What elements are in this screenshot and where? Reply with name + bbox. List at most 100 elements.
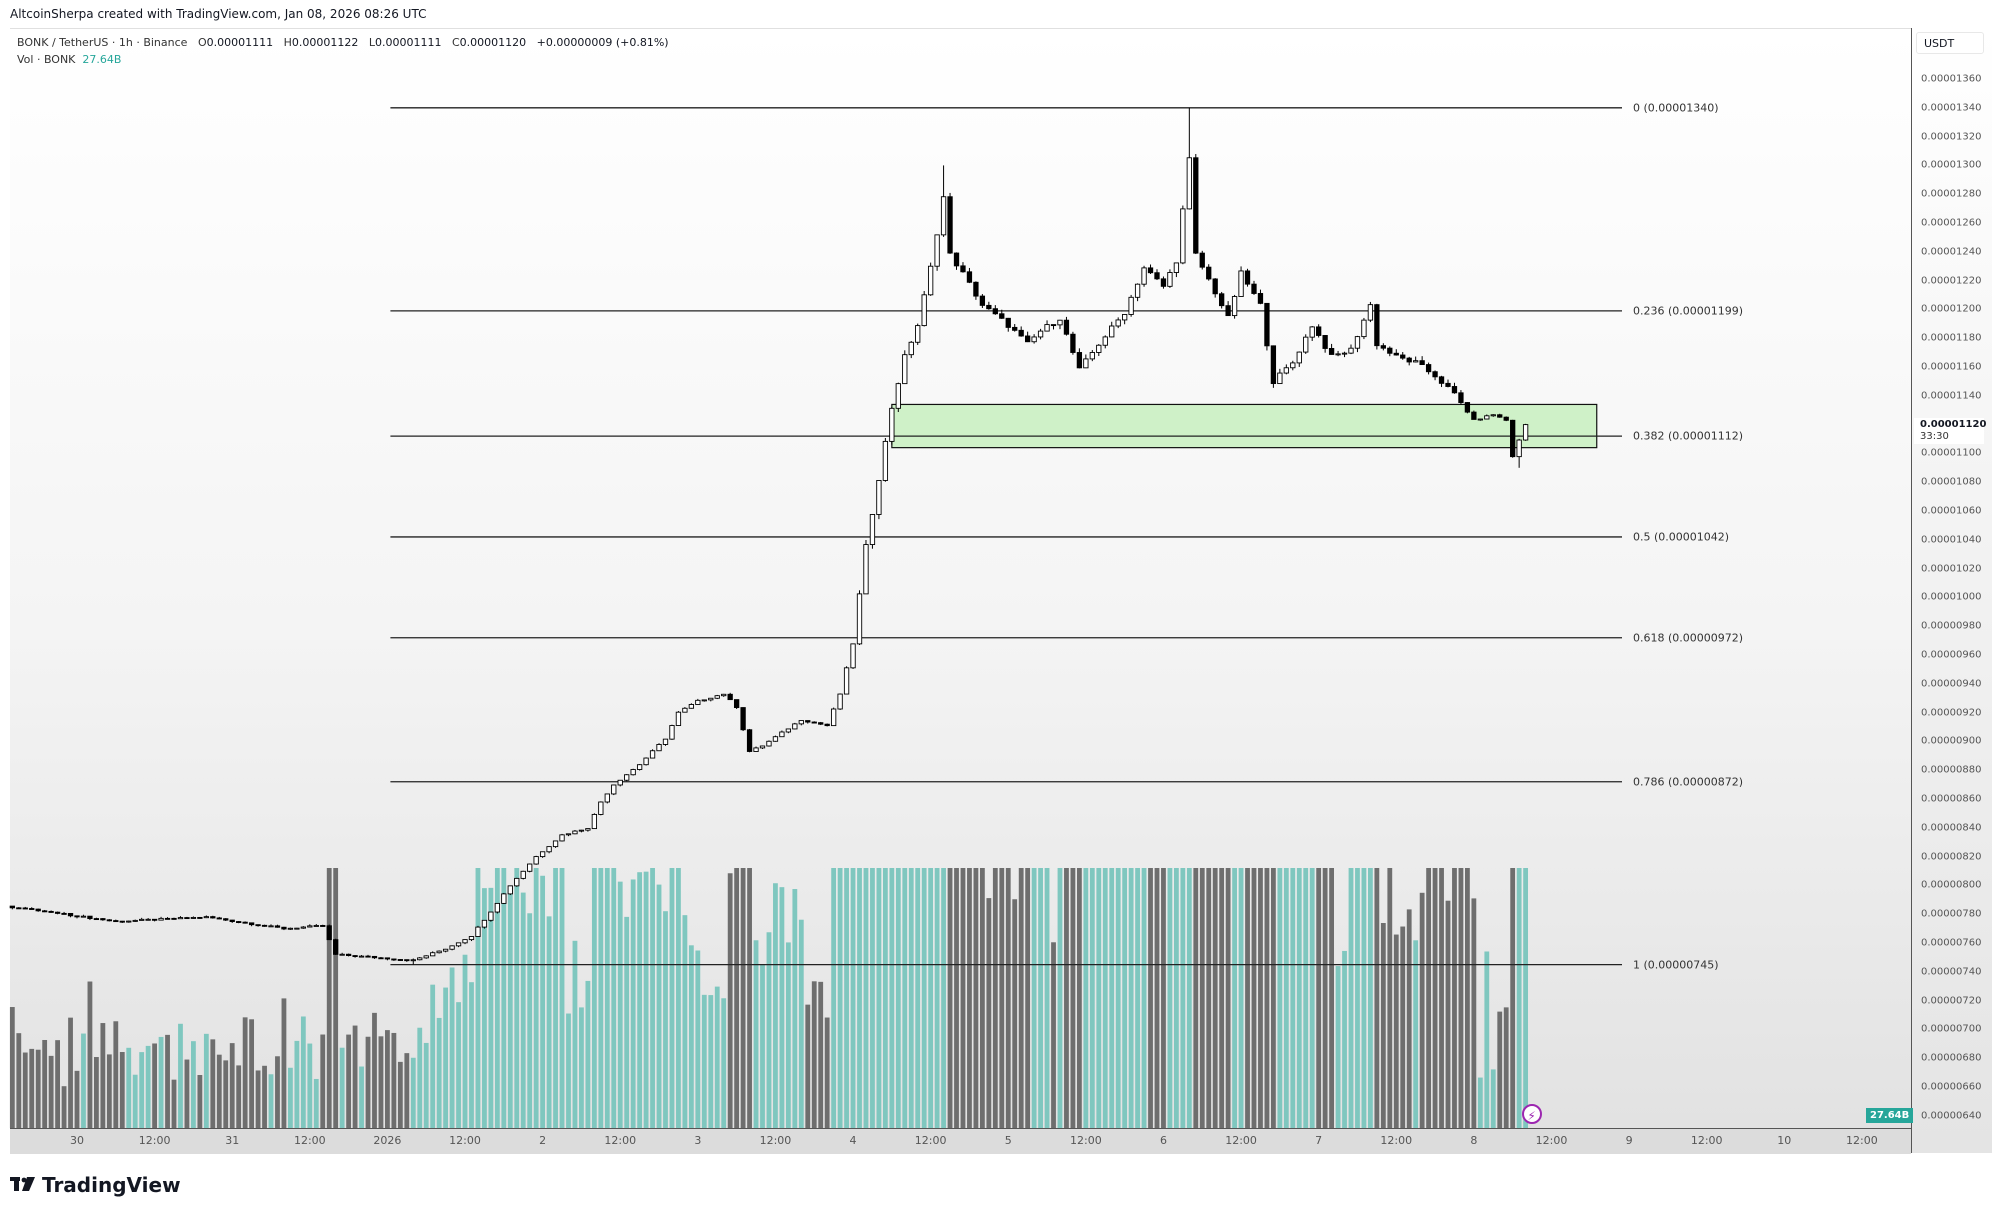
candle-body: [1050, 324, 1057, 327]
volume-bar: [779, 887, 785, 1128]
currency-selector[interactable]: USDT: [1916, 32, 1984, 54]
support-zone-rectangle: [891, 403, 1598, 449]
volume-bar: [61, 1086, 67, 1128]
volume-bar: [300, 1016, 306, 1128]
volume-bar: [378, 1036, 384, 1128]
change-value: +0.00000009 (+0.81%): [536, 36, 669, 49]
volume-label[interactable]: Vol · BONK: [17, 53, 76, 66]
volume-bar: [669, 868, 675, 1128]
candle-body: [721, 693, 727, 697]
candle-body: [404, 959, 410, 962]
candle-body: [785, 728, 792, 733]
volume-bar: [1387, 868, 1393, 1128]
time-tick-label: 3: [694, 1134, 702, 1147]
volume-bar: [1161, 868, 1166, 1128]
candle-body: [1277, 372, 1283, 385]
volume-bar: [591, 868, 597, 1128]
candle-body: [656, 744, 662, 752]
volume-bar: [145, 1045, 151, 1128]
price-tick-label: 0.00001080: [1921, 476, 1982, 488]
volume-bar: [320, 1034, 326, 1128]
candle-body: [307, 925, 313, 928]
volume-bar: [197, 1075, 203, 1128]
fib-level-label: 1 (0.00000745): [1633, 958, 1719, 972]
volume-bar: [708, 995, 714, 1128]
candle-body: [824, 723, 830, 727]
price-tick-label: 0.00001100: [1921, 447, 1982, 459]
volume-bar: [1206, 868, 1212, 1128]
time-axis[interactable]: [10, 1128, 1911, 1154]
volume-bar: [74, 1070, 80, 1128]
candle-body: [384, 957, 391, 960]
volume-bar: [152, 1043, 158, 1128]
price-tick-label: 0.00001060: [1921, 505, 1982, 517]
candle-body: [358, 955, 365, 958]
volume-bar: [139, 1052, 145, 1128]
candle-body: [236, 921, 242, 923]
candle-body: [960, 265, 966, 273]
candle-body: [520, 870, 526, 879]
volume-bar: [1458, 868, 1464, 1128]
price-axis[interactable]: [1911, 28, 1992, 1153]
volume-bar: [294, 1040, 300, 1128]
volume-bar: [1484, 951, 1490, 1128]
time-tick-label: 7: [1315, 1134, 1323, 1147]
volume-bar: [688, 945, 694, 1128]
volume-bar: [540, 875, 546, 1128]
candle-body: [675, 711, 682, 726]
candle-body: [1497, 414, 1503, 418]
candle-body: [940, 196, 947, 236]
volume-bar: [792, 889, 798, 1128]
candle-body: [1122, 314, 1128, 321]
lightning-icon[interactable]: ⚡: [1521, 1104, 1542, 1124]
time-tick-label: 12:00: [1690, 1134, 1723, 1147]
symbol-name[interactable]: BONK / TetherUS · 1h · Binance: [17, 36, 188, 49]
candle-body: [927, 265, 934, 296]
candle-body: [423, 955, 429, 959]
volume-bar: [469, 982, 474, 1128]
volume-bar: [1109, 868, 1115, 1128]
tradingview-logo[interactable]: TradingView: [10, 1173, 181, 1197]
candle-body: [779, 731, 785, 738]
volume-bar: [1219, 868, 1225, 1128]
volume-bar: [1432, 868, 1438, 1128]
candle-body: [1231, 296, 1238, 317]
volume-bar: [895, 868, 901, 1128]
volume-bar: [973, 868, 979, 1128]
volume-bar: [1025, 868, 1031, 1128]
chart-credit: AltcoinSherpa created with TradingView.c…: [10, 7, 427, 21]
volume-bar: [934, 868, 940, 1128]
volume-bar: [773, 883, 778, 1128]
price-tick-label: 0.00000800: [1921, 879, 1982, 891]
volume-bar: [1051, 942, 1056, 1128]
volume-bar: [501, 868, 507, 1128]
volume-bar: [313, 1078, 319, 1128]
volume-bar: [960, 868, 966, 1128]
candle-body: [682, 707, 688, 713]
volume-bar: [339, 1047, 345, 1128]
volume-bar: [579, 1007, 584, 1128]
price-tick-label: 0.00001140: [1921, 390, 1982, 402]
price-tick-label: 0.00000820: [1921, 851, 1982, 863]
candle-body: [1380, 345, 1386, 349]
price-tick-label: 0.00000700: [1921, 1023, 1982, 1035]
volume-bar: [844, 868, 849, 1128]
time-tick-label: 12:00: [1380, 1134, 1413, 1147]
time-tick-label: 6: [1159, 1134, 1167, 1147]
candle-body: [662, 738, 669, 745]
volume-bar: [1270, 868, 1276, 1128]
price-tick-label: 0.00000840: [1921, 822, 1982, 834]
candle-body: [953, 252, 960, 267]
candle-body: [1115, 319, 1121, 327]
volume-bar: [747, 868, 752, 1128]
volume-bar: [760, 964, 765, 1128]
candle-body: [1096, 344, 1102, 353]
candle-body: [229, 919, 235, 922]
volume-bar: [727, 873, 733, 1128]
candle-body: [1244, 270, 1251, 285]
candle-body: [733, 699, 740, 709]
price-tick-label: 0.00000880: [1921, 764, 1982, 776]
candle-body: [177, 917, 184, 920]
volume-bar: [1355, 868, 1360, 1128]
